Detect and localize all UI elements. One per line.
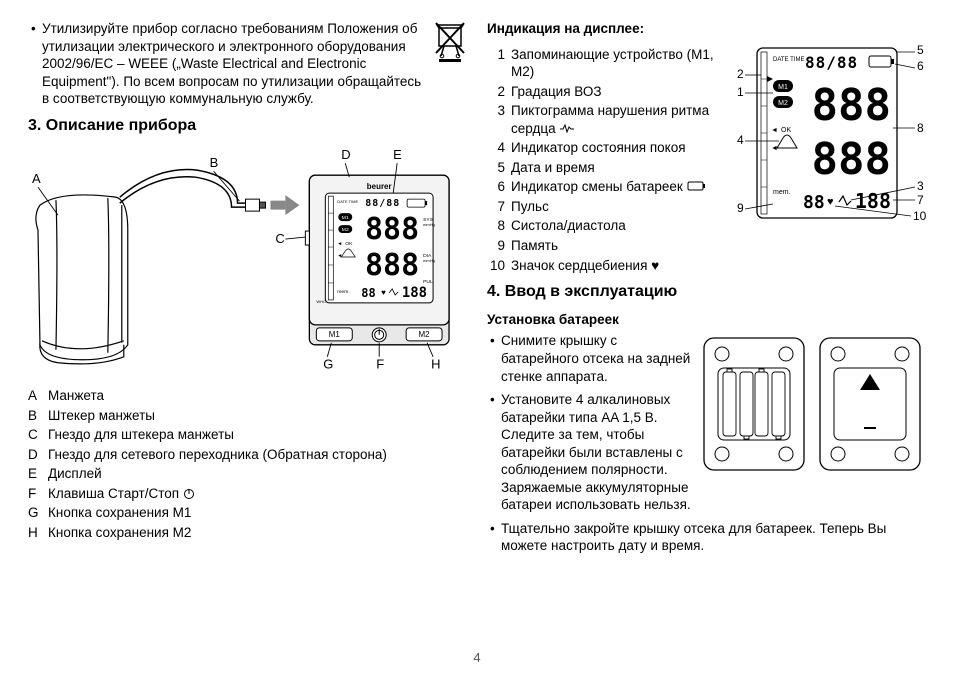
svg-text:M2: M2 xyxy=(778,100,788,107)
svg-text:M2: M2 xyxy=(342,227,349,233)
svg-text:M1: M1 xyxy=(342,215,349,221)
svg-text:PUL: PUL xyxy=(423,278,433,284)
subheading-4: Установка батареек xyxy=(487,311,926,329)
svg-text:DATE TIME: DATE TIME xyxy=(773,57,804,63)
install-bullet-1: • Снимите крышку с батарейного отсека на… xyxy=(487,332,694,385)
svg-text:88/88: 88/88 xyxy=(805,53,858,72)
svg-text:88/88: 88/88 xyxy=(365,198,400,209)
battery-diagram xyxy=(700,332,926,478)
svg-text:8: 8 xyxy=(917,121,924,135)
svg-text:4: 4 xyxy=(737,133,744,147)
weee-icon xyxy=(433,20,467,62)
svg-text:M2: M2 xyxy=(419,329,431,338)
svg-text:OK: OK xyxy=(345,241,353,247)
svg-text:WHO: WHO xyxy=(316,298,326,303)
svg-text:888: 888 xyxy=(812,80,891,131)
disposal-bullet: • Утилизируйте прибор согласно требовани… xyxy=(28,20,467,108)
svg-text:7: 7 xyxy=(917,193,924,207)
svg-text:◄: ◄ xyxy=(771,127,778,134)
svg-text:188: 188 xyxy=(402,284,427,300)
svg-text:M1: M1 xyxy=(778,84,788,91)
install-bullet-3: • Тщательно закройте крышку отсека для б… xyxy=(487,520,926,555)
svg-text:OK: OK xyxy=(781,127,791,134)
svg-text:C: C xyxy=(275,231,284,246)
svg-text:88: 88 xyxy=(361,285,375,299)
heading-4: 4. Ввод в эксплуатацию xyxy=(487,282,926,303)
power-icon xyxy=(183,488,195,500)
svg-text:3: 3 xyxy=(917,179,924,193)
display-legend: 1Запоминающие устройство (М1, М2) 2Града… xyxy=(487,46,717,275)
display-heading: Индикация на дисплее: xyxy=(487,20,926,38)
svg-text:mem.: mem. xyxy=(773,189,791,196)
svg-text:◄: ◄ xyxy=(337,253,342,259)
svg-text:5: 5 xyxy=(917,43,924,57)
svg-text:H: H xyxy=(431,356,440,371)
svg-text:888: 888 xyxy=(365,212,419,247)
display-diagram: DATE TIME 88/88 M1 M2 888 ◄ OK ◄ 888 mem… xyxy=(731,40,926,235)
page-number: 4 xyxy=(473,650,480,667)
svg-text:F: F xyxy=(376,356,384,371)
svg-text:6: 6 xyxy=(917,59,924,73)
svg-text:B: B xyxy=(210,155,219,170)
install-bullet-2: • Установите 4 алкалиновых батарейки тип… xyxy=(487,391,694,514)
device-legend: AМанжета BШтекер манжеты CГнездо для ште… xyxy=(28,387,467,541)
svg-text:D: D xyxy=(341,147,350,162)
svg-text:G: G xyxy=(323,356,333,371)
svg-text:♥: ♥ xyxy=(827,196,834,208)
svg-text:♥: ♥ xyxy=(381,287,386,296)
svg-text:E: E xyxy=(393,147,402,162)
device-diagram: beurer WHO DATE TIME 88/88 M1 xyxy=(28,145,467,375)
arrhythmia-icon xyxy=(559,123,575,133)
left-column: • Утилизируйте прибор согласно требовани… xyxy=(28,20,467,561)
svg-text:M1: M1 xyxy=(329,329,341,338)
heading-3: 3. Описание прибора xyxy=(28,116,467,137)
svg-text:888: 888 xyxy=(812,134,891,185)
svg-text:888: 888 xyxy=(365,247,419,282)
battery-icon xyxy=(687,181,707,191)
svg-text:mmHg: mmHg xyxy=(423,258,435,263)
svg-text:◄: ◄ xyxy=(337,241,342,247)
svg-text:88: 88 xyxy=(803,192,825,213)
svg-text:mmHg: mmHg xyxy=(423,222,435,227)
svg-text:10: 10 xyxy=(913,209,926,223)
svg-text:A: A xyxy=(32,171,41,186)
svg-text:2: 2 xyxy=(737,67,744,81)
svg-text:DATE TIME: DATE TIME xyxy=(337,199,358,204)
svg-text:9: 9 xyxy=(737,201,744,215)
svg-text:beurer: beurer xyxy=(367,182,392,191)
svg-text:mem.: mem. xyxy=(337,288,349,294)
right-column: Индикация на дисплее: DATE TIME 88/88 M1… xyxy=(487,20,926,561)
svg-text:1: 1 xyxy=(737,85,744,99)
